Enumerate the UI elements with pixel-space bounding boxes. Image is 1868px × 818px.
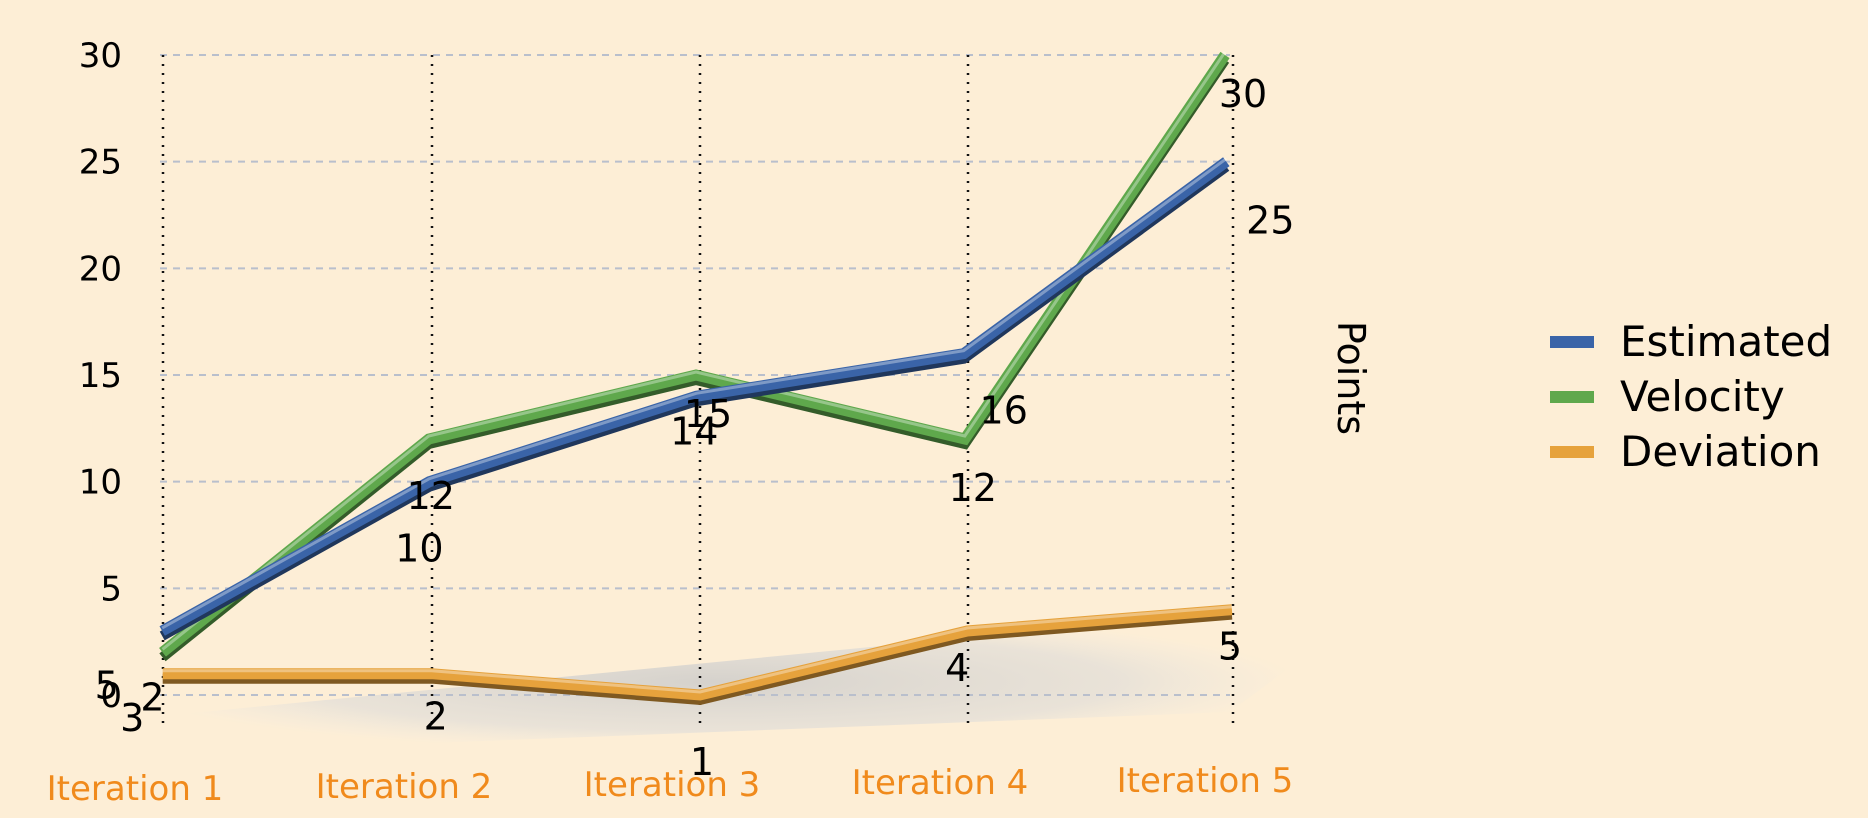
x-tick-label: Iteration 2 — [316, 767, 493, 807]
y-tick-label: 0 — [100, 676, 122, 716]
y-axis-title: Points — [1329, 321, 1373, 435]
series-line-shadow-velocity — [163, 60, 1226, 657]
series-line-velocity — [163, 55, 1226, 652]
x-tick-label: Iteration 5 — [1117, 761, 1294, 801]
data-label-deviation: 2 — [424, 695, 448, 739]
y-tick-label: 5 — [100, 569, 122, 609]
y-tick-label: 30 — [79, 36, 122, 76]
y-tick-label: 20 — [79, 249, 122, 289]
series-line-highlight-velocity — [163, 52, 1226, 649]
data-label-velocity: 12 — [407, 474, 455, 518]
legend-label-deviation: Deviation — [1620, 427, 1821, 476]
data-label-estimated: 10 — [395, 527, 443, 571]
data-label-deviation: 4 — [945, 646, 969, 690]
data-label-velocity: 15 — [684, 392, 732, 436]
legend: Estimated Velocity Deviation — [1550, 317, 1832, 476]
legend-label-estimated: Estimated — [1620, 317, 1832, 366]
data-label-velocity: 30 — [1219, 72, 1267, 116]
legend-swatch-estimated — [1550, 336, 1594, 348]
x-tick-label: Iteration 3 — [584, 765, 761, 805]
y-tick-label: 15 — [79, 356, 122, 396]
y-tick-label: 10 — [79, 463, 122, 503]
data-label-velocity: 12 — [949, 466, 997, 510]
x-tick-label: Iteration 4 — [852, 763, 1029, 803]
data-label-deviation: 5 — [1218, 625, 1242, 669]
y-tick-label: 25 — [79, 143, 122, 183]
legend-swatch-velocity — [1550, 391, 1594, 403]
legend-swatch-deviation — [1550, 446, 1594, 458]
data-label-estimated: 25 — [1246, 199, 1294, 243]
data-label-velocity: 2 — [140, 675, 164, 719]
legend-label-velocity: Velocity — [1620, 372, 1785, 421]
x-tick-label: Iteration 1 — [47, 769, 224, 809]
data-label-estimated: 16 — [980, 389, 1028, 433]
